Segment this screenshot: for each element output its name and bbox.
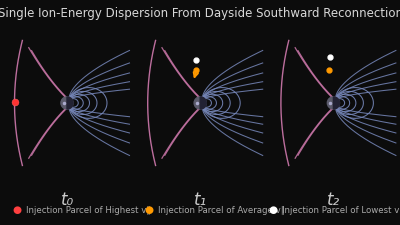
Polygon shape <box>67 97 73 110</box>
Text: ●: ● <box>268 204 277 214</box>
Circle shape <box>61 97 73 110</box>
Circle shape <box>327 97 340 110</box>
Text: t₂: t₂ <box>327 190 340 208</box>
Text: Injection Parcel of Highest v∥: Injection Parcel of Highest v∥ <box>26 205 150 214</box>
Text: ●: ● <box>144 204 153 214</box>
Text: Single Ion-Energy Dispersion From Dayside Southward Reconnection: Single Ion-Energy Dispersion From Daysid… <box>0 7 400 20</box>
Text: Injection Parcel of Lowest v∥: Injection Parcel of Lowest v∥ <box>282 205 400 214</box>
Text: ●: ● <box>12 204 21 214</box>
Text: Injection Parcel of Average v∥: Injection Parcel of Average v∥ <box>158 205 285 214</box>
Circle shape <box>194 97 206 110</box>
Text: t₁: t₁ <box>194 190 207 208</box>
Text: t₀: t₀ <box>60 190 74 208</box>
Polygon shape <box>200 97 206 110</box>
Polygon shape <box>333 97 340 110</box>
